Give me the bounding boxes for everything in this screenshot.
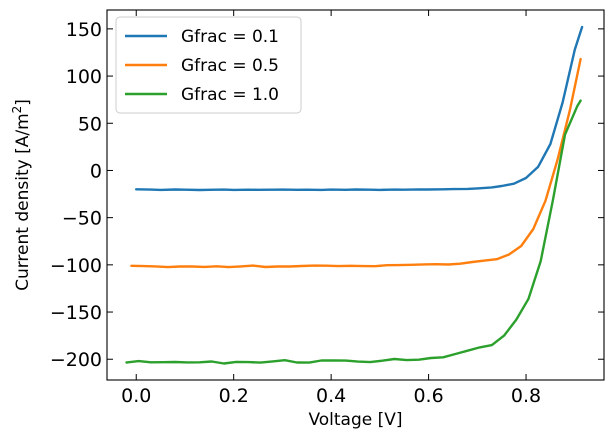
y-tick-label: −50: [62, 208, 102, 230]
legend-label-gfrac-1-0: Gfrac = 1.0: [181, 85, 279, 105]
series-line-gfrac-0-1: [134, 25, 584, 192]
x-tick-label: 0.0: [121, 385, 151, 407]
y-axis-label-close: ]: [13, 99, 33, 106]
y-tick-label: 100: [66, 66, 102, 88]
y-axis-label-main: Current density [A/m: [13, 113, 33, 291]
x-tick-label: 0.4: [316, 385, 346, 407]
series-line-gfrac-0-5: [130, 57, 582, 269]
legend-label-gfrac-0-1: Gfrac = 0.1: [181, 27, 279, 47]
y-tick-label: 150: [66, 19, 102, 41]
legend: Gfrac = 0.1 Gfrac = 0.5 Gfrac = 1.0: [115, 16, 302, 114]
x-tick-label: 0.6: [413, 385, 443, 407]
y-tick-label: 50: [78, 113, 102, 135]
y-tick-label: −150: [50, 302, 102, 324]
y-axis-label-superscript: 2: [10, 106, 24, 114]
x-axis-label: Voltage [V]: [308, 410, 402, 430]
x-tick-label: 0.8: [511, 385, 541, 407]
y-tick-label: −100: [50, 255, 102, 277]
axis-ticks: 0.0 0.2 0.4 0.6 0.8 −200 −150 −100 −50 0 50 100 150: [50, 10, 604, 407]
y-tick-label: −200: [50, 349, 102, 371]
x-tick-label: 0.2: [219, 385, 249, 407]
y-axis-label: Current density [A/m2]: [10, 99, 33, 291]
legend-box: [115, 16, 302, 114]
legend-label-gfrac-0-5: Gfrac = 0.5: [181, 56, 279, 76]
y-tick-label: 0: [90, 160, 102, 182]
series-line-gfrac-1-0: [125, 99, 582, 365]
series-lines: [125, 25, 584, 365]
plot-frame: [106, 9, 605, 381]
